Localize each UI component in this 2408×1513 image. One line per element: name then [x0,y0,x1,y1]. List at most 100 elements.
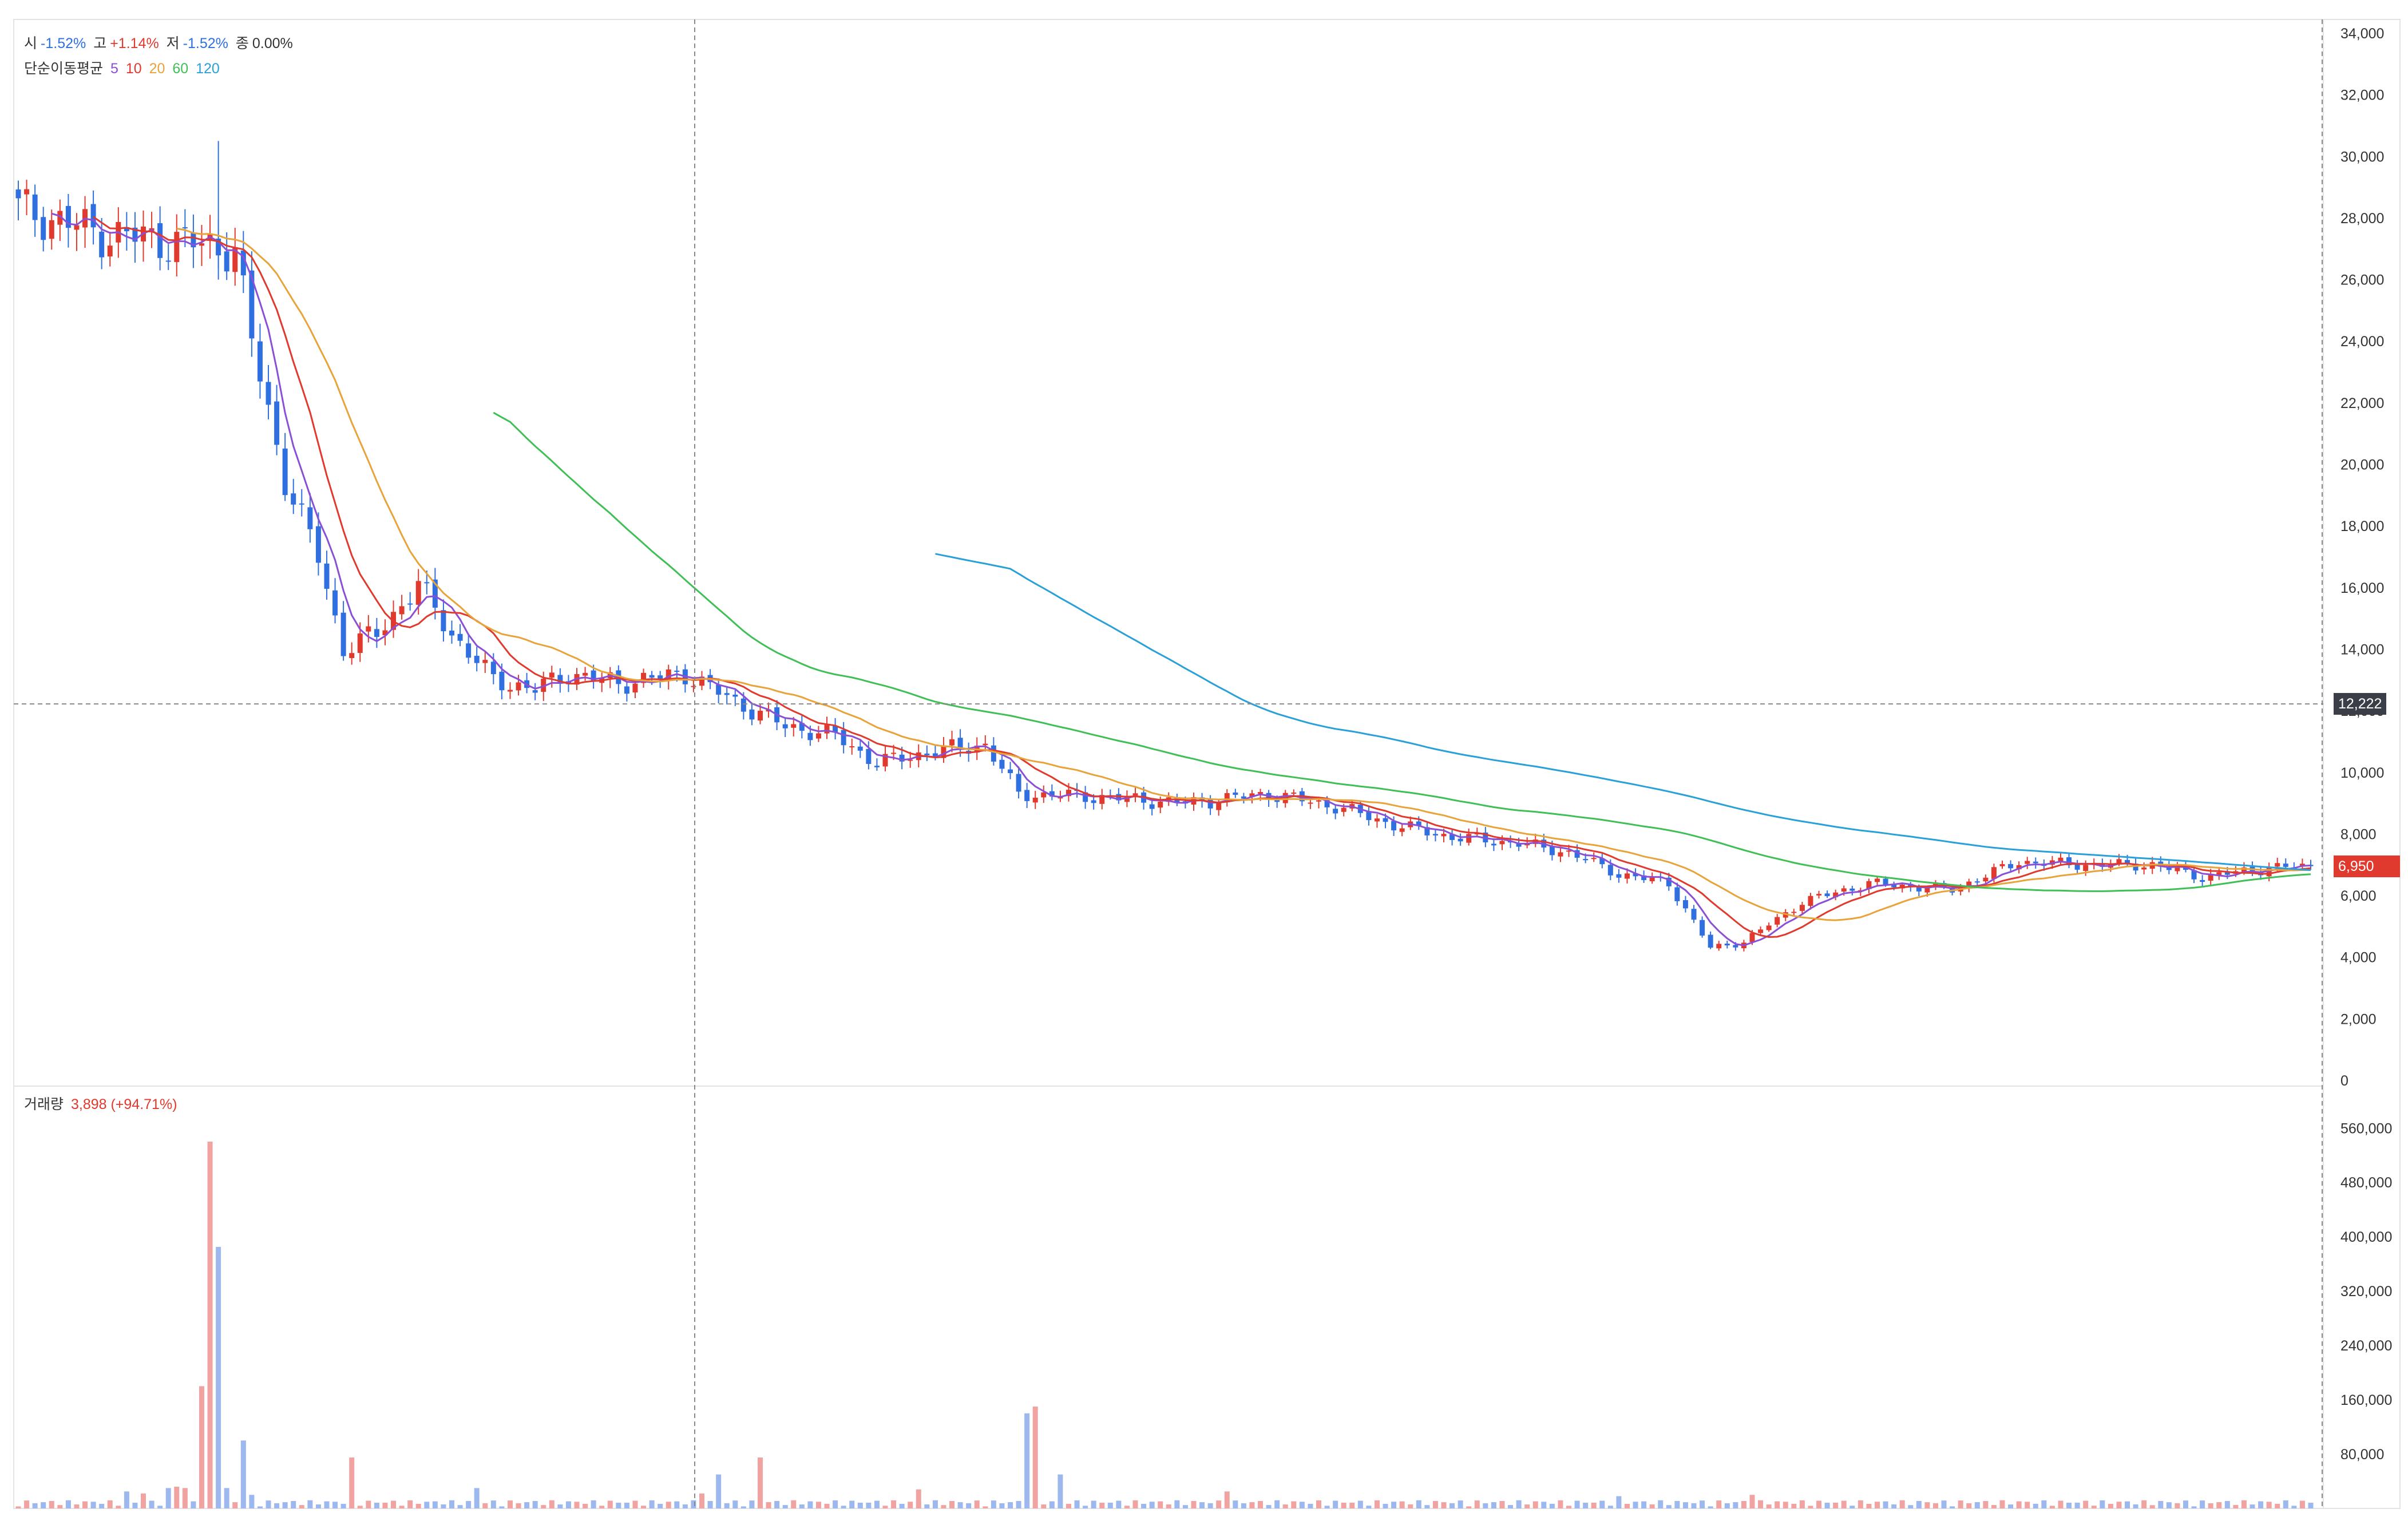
candle-body[interactable] [824,724,830,734]
volume-bar[interactable] [1983,1501,1989,1508]
volume-bar[interactable] [1224,1491,1230,1508]
volume-bar[interactable] [2141,1500,2147,1508]
candle-body[interactable] [1591,858,1597,860]
volume-bar[interactable] [949,1500,955,1508]
volume-bar[interactable] [1041,1504,1047,1508]
candle-body[interactable] [1700,920,1705,936]
candle-body[interactable] [399,606,405,615]
volume-bar[interactable] [991,1500,996,1508]
candle-body[interactable] [1891,884,1897,888]
candle-body[interactable] [1391,821,1397,831]
volume-bar[interactable] [1449,1503,1455,1508]
candle-body[interactable] [1224,793,1230,803]
candle-body[interactable] [1824,893,1830,897]
volume-bar[interactable] [1849,1506,1855,1508]
candle-body[interactable] [1633,873,1638,877]
candle-body[interactable] [1616,874,1622,878]
candle-body[interactable] [2074,864,2080,870]
candle-body[interactable] [1607,865,1613,876]
candle-body[interactable] [724,693,730,695]
volume-bar[interactable] [1775,1501,1780,1508]
volume-bar[interactable] [1783,1502,1788,1508]
candle-body[interactable] [1991,867,1997,879]
volume-bar[interactable] [1799,1500,1805,1508]
volume-bar[interactable] [2058,1500,2064,1508]
volume-bar[interactable] [974,1500,980,1508]
volume-bar[interactable] [682,1504,688,1508]
candle-body[interactable] [1416,821,1421,826]
candle-body[interactable] [232,247,238,272]
volume-bar[interactable] [1274,1500,1280,1508]
volume-bar[interactable] [1641,1501,1647,1508]
candle-body[interactable] [1708,934,1713,948]
candle-body[interactable] [240,250,246,276]
volume-bar[interactable] [1724,1503,1730,1508]
candle-body[interactable] [415,581,421,605]
volume-bar[interactable] [1583,1503,1589,1508]
candle-body[interactable] [490,662,496,675]
volume-bar[interactable] [1416,1500,1421,1508]
volume-bar[interactable] [332,1502,338,1508]
candle-body[interactable] [1908,884,1914,887]
volume-bar[interactable] [1875,1502,1880,1508]
candle-body[interactable] [382,630,388,636]
candle-body[interactable] [224,251,229,272]
candle-body[interactable] [1216,803,1222,810]
volume-bar[interactable] [649,1500,655,1508]
candle-body[interactable] [649,675,655,678]
volume-bar[interactable] [924,1504,930,1508]
volume-bar[interactable] [1691,1503,1697,1508]
volume-bar[interactable] [658,1503,663,1508]
volume-bar[interactable] [1932,1503,1938,1508]
volume-bar[interactable] [1491,1502,1496,1508]
volume-bar[interactable] [291,1501,296,1508]
volume-bar[interactable] [2283,1500,2288,1508]
volume-bar[interactable] [2208,1503,2213,1508]
volume-bar[interactable] [1124,1506,1130,1508]
volume-bar[interactable] [274,1503,280,1508]
volume-bar[interactable] [249,1495,255,1508]
volume-bar[interactable] [916,1489,921,1508]
volume-bar[interactable] [1341,1503,1346,1508]
candle-body[interactable] [107,245,113,257]
volume-bar[interactable] [2158,1500,2164,1508]
volume-bar[interactable] [1833,1502,1839,1508]
volume-bar[interactable] [1266,1505,1272,1508]
candle-body[interactable] [1966,881,1972,888]
volume-bar[interactable] [1166,1504,1171,1508]
candle-body[interactable] [799,723,805,731]
volume-bar[interactable] [1808,1506,1813,1508]
volume-bar[interactable] [1132,1500,1138,1508]
candle-body[interactable] [2008,864,2014,869]
candle-body[interactable] [199,243,204,246]
volume-bar[interactable] [1383,1504,1388,1508]
candle-body[interactable] [583,672,588,676]
volume-bar[interactable] [1941,1500,1947,1508]
volume-bar[interactable] [1966,1503,1972,1508]
candle-body[interactable] [991,745,996,762]
candle-body[interactable] [474,656,480,663]
candle-body[interactable] [2025,861,2030,864]
candle-body[interactable] [841,730,846,746]
volume-bar[interactable] [632,1500,638,1508]
volume-bar[interactable] [565,1501,571,1508]
candle-body[interactable] [1474,833,1480,835]
volume-bar[interactable] [2049,1506,2055,1508]
volume-bar[interactable] [1032,1406,1038,1508]
candle-body[interactable] [466,643,472,658]
volume-bar[interactable] [874,1500,880,1508]
candle-body[interactable] [1207,799,1213,809]
candle-body[interactable] [274,401,280,445]
candle-body[interactable] [815,733,821,739]
volume-bar[interactable] [1207,1503,1213,1508]
candle-body[interactable] [2141,867,2147,870]
volume-bar[interactable] [2125,1501,2130,1508]
volume-bar[interactable] [724,1503,730,1508]
volume-bar[interactable] [1716,1500,1722,1508]
candle-body[interactable] [749,709,755,720]
volume-bar[interactable] [1299,1502,1305,1508]
candle-body[interactable] [632,683,638,693]
volume-bar[interactable] [324,1501,330,1508]
volume-bar[interactable] [357,1506,363,1508]
